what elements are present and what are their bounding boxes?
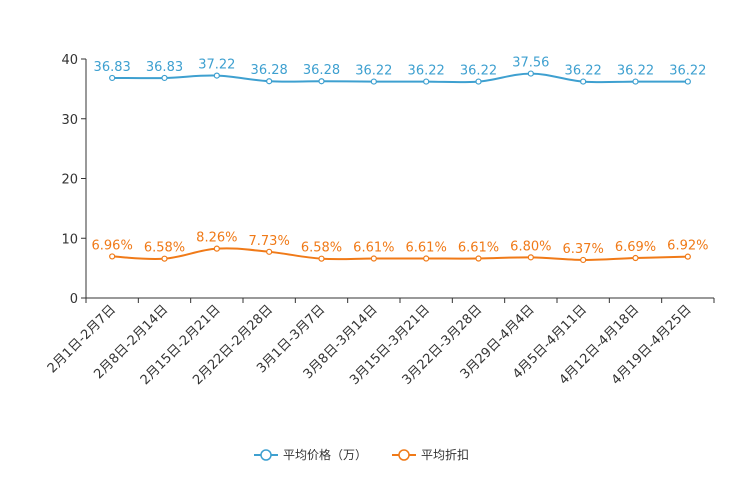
- legend-label: 平均折扣: [421, 447, 469, 462]
- data-label: 6.69%: [615, 240, 656, 255]
- series-1: 36.83 36.83 37.22 36.28 36.28 36.22 36.22 36.22…: [94, 56, 706, 85]
- data-point: [109, 253, 116, 260]
- data-point: [527, 70, 534, 77]
- series-line: [112, 72, 688, 84]
- data-point: [370, 255, 377, 262]
- data-label: 36.83: [94, 60, 131, 75]
- data-label: 36.22: [408, 64, 445, 79]
- y-tick-label: 10: [61, 232, 78, 247]
- data-point: [527, 254, 534, 261]
- legend-label: 平均价格（万）: [283, 447, 367, 462]
- data-point: [266, 78, 273, 85]
- legend-item-1[interactable]: 平均价格（万）: [254, 447, 367, 462]
- data-label: 36.28: [251, 63, 288, 78]
- data-point: [213, 245, 220, 252]
- legend-marker: [398, 449, 410, 461]
- series-line: [112, 247, 688, 261]
- data-point: [370, 78, 377, 85]
- series-2: 6.96% 6.58% 8.26% 7.73% 6.58% 6.61% 6.61% 6.61%…: [92, 231, 708, 264]
- data-point: [684, 253, 691, 260]
- data-label: 6.58%: [301, 241, 342, 256]
- data-point: [580, 78, 587, 85]
- data-label: 6.80%: [510, 239, 551, 254]
- series-layer: 36.83 36.83 37.22 36.28 36.28 36.22 36.22 36.22…: [92, 56, 708, 264]
- data-label: 6.61%: [406, 241, 447, 256]
- data-label: 6.61%: [458, 241, 499, 256]
- data-label: 36.22: [355, 64, 392, 79]
- y-tick-label: 0: [70, 292, 78, 307]
- data-label: 36.22: [669, 64, 706, 79]
- data-point: [213, 72, 220, 79]
- data-point: [475, 255, 482, 262]
- data-point: [475, 78, 482, 85]
- legend-marker: [260, 449, 272, 461]
- data-label: 36.22: [565, 64, 602, 79]
- y-tick-label: 40: [61, 53, 78, 68]
- data-label: 7.73%: [249, 234, 290, 249]
- data-point: [318, 255, 325, 262]
- data-label: 6.37%: [563, 242, 604, 257]
- data-point: [423, 78, 430, 85]
- data-point: [423, 255, 430, 262]
- y-tick-label: 30: [61, 113, 78, 128]
- data-point: [161, 255, 168, 262]
- data-label: 6.96%: [92, 238, 133, 253]
- data-point: [266, 248, 273, 255]
- data-point: [580, 256, 587, 264]
- axes: 0102030402月1日-2月7日2月8日-2月14日2月15日-2月21日2…: [45, 53, 715, 388]
- data-label: 6.61%: [353, 241, 394, 256]
- data-point: [684, 78, 691, 85]
- data-point: [632, 254, 639, 262]
- data-label: 6.92%: [667, 239, 708, 254]
- data-label: 36.22: [617, 64, 654, 79]
- data-point: [109, 74, 116, 82]
- data-point: [632, 78, 639, 85]
- data-label: 8.26%: [196, 231, 237, 246]
- y-tick-label: 20: [61, 173, 78, 188]
- data-label: 6.58%: [144, 241, 185, 256]
- data-label: 37.56: [512, 56, 549, 71]
- data-label: 36.22: [460, 64, 497, 79]
- legend-item-2[interactable]: 平均折扣: [392, 447, 469, 462]
- data-label: 37.22: [198, 58, 235, 73]
- data-point: [318, 78, 325, 85]
- data-label: 36.28: [303, 63, 340, 78]
- legend[interactable]: 平均价格（万） 平均折扣: [254, 447, 469, 462]
- data-point: [161, 74, 168, 82]
- data-label: 36.83: [146, 60, 183, 75]
